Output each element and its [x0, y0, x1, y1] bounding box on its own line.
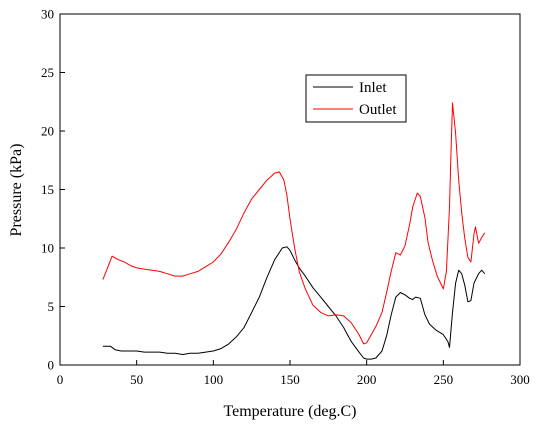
y-tick-label: 10 [41, 241, 54, 256]
x-tick-label: 250 [434, 372, 454, 387]
y-axis-ticks: 0 5 10 15 20 25 30 [41, 7, 65, 373]
series-line-outlet [102, 102, 486, 345]
y-axis-title: Pressure (kPa) [8, 144, 25, 237]
legend-label-outlet: Outlet [359, 102, 397, 118]
series-layer [102, 102, 486, 360]
legend-label-inlet: Inlet [359, 80, 387, 96]
plot-area-frame [59, 13, 521, 366]
y-tick-label: 15 [41, 182, 54, 197]
x-tick-label: 0 [57, 372, 64, 387]
x-axis-ticks: 0 50 100 150 200 250 300 [57, 360, 530, 387]
x-tick-label: 50 [130, 372, 143, 387]
x-tick-label: 100 [204, 372, 224, 387]
legend-box [305, 74, 407, 123]
x-tick-label: 150 [280, 372, 300, 387]
series-line-inlet [102, 246, 486, 360]
y-tick-label: 30 [41, 7, 54, 22]
legend: Inlet Outlet [305, 74, 407, 123]
x-tick-label: 200 [357, 372, 377, 387]
y-tick-label: 5 [48, 299, 55, 314]
y-tick-label: 20 [41, 124, 54, 139]
x-tick-label: 300 [510, 372, 530, 387]
x-axis-title: Temperature (deg.C) [223, 403, 356, 420]
y-tick-label: 0 [48, 358, 55, 373]
y-tick-label: 25 [41, 65, 54, 80]
